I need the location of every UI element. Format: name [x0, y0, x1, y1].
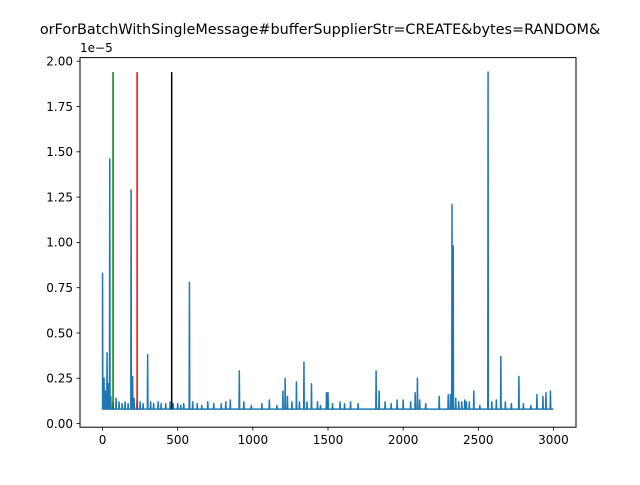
- x-tick-label: 0: [99, 433, 107, 447]
- y-tick-label: 1.50: [46, 145, 73, 159]
- series-line-0: [101, 71, 554, 410]
- plot-layer: [101, 71, 554, 410]
- x-tick-label: 500: [166, 433, 189, 447]
- x-tick-label: 3000: [538, 433, 569, 447]
- y-tick-label: 2.00: [46, 55, 73, 69]
- y-tick-label: 1.25: [46, 190, 73, 204]
- y-axis: 0.00 0.25 0.50 0.75 1.00 1.25 1.50 1.75 2.00: [46, 55, 80, 431]
- y-tick-label: 0.00: [46, 417, 73, 431]
- y-tick-label: 0.75: [46, 281, 73, 295]
- y-tick-label: 1.75: [46, 100, 73, 114]
- x-tick-label: 1000: [238, 433, 269, 447]
- chart-title: orForBatchWithSingleMessage#bufferSuppli…: [40, 22, 600, 38]
- y-tick-label: 1.00: [46, 236, 73, 250]
- x-tick-label: 1500: [313, 433, 344, 447]
- x-tick-label: 2000: [388, 433, 419, 447]
- y-axis-scale-label: 1e−5: [80, 41, 113, 55]
- y-tick-label: 0.25: [46, 372, 73, 386]
- x-axis: 0 500 1000 1500 2000 2500 3000: [99, 427, 569, 447]
- x-tick-label: 2500: [463, 433, 494, 447]
- y-tick-label: 0.50: [46, 326, 73, 340]
